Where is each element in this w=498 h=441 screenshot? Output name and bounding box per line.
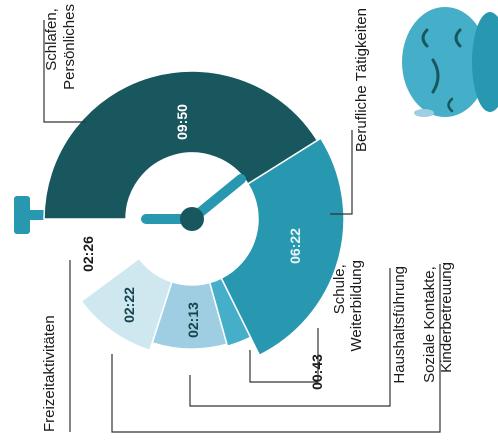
segment-0 <box>43 70 319 220</box>
label-beruf: Berufliche Tätigkeiten <box>353 8 370 152</box>
label-schule-line2: Weiterbildung <box>348 260 365 351</box>
label-soziale: Soziale Kontakte, Kinderbetreuung <box>421 262 455 383</box>
value-beruf: 06:22 <box>287 228 303 264</box>
segment-4 <box>80 257 173 352</box>
value-soziale: 02:22 <box>121 287 137 323</box>
label-schule: Schule, Weiterbildung <box>331 260 365 351</box>
smiley-face-icon <box>402 7 498 117</box>
label-schule-line1: Schule, <box>331 264 348 314</box>
clock-stem-icon <box>14 196 44 234</box>
leader-haushalt <box>189 268 391 407</box>
value-schlafen: 09:50 <box>174 104 190 140</box>
label-soziale-line1: Soziale Kontakte, <box>421 266 438 383</box>
label-schlafen-line1: Schlafen, <box>43 8 60 71</box>
value-schule: 00:43 <box>309 354 325 390</box>
label-schlafen-line2: Persönliches <box>61 4 78 90</box>
leader-schule <box>249 328 319 383</box>
value-haushalt: 02:13 <box>185 302 201 338</box>
leader-schlafen <box>43 20 86 123</box>
clock-hands-icon <box>141 174 246 231</box>
label-soziale-line2: Kinderbetreuung <box>438 262 455 373</box>
label-freizeit: Freizeitaktivitäten <box>41 315 58 432</box>
label-haushalt: Haushaltsführung <box>391 266 408 384</box>
leader-soziale <box>111 264 441 433</box>
label-schlafen: Schlafen, Persönliches <box>43 4 78 90</box>
segment-1 <box>220 137 345 357</box>
value-freizeit: 02:26 <box>80 236 96 272</box>
donut-segments <box>43 70 345 357</box>
leader-beruf <box>330 130 353 215</box>
